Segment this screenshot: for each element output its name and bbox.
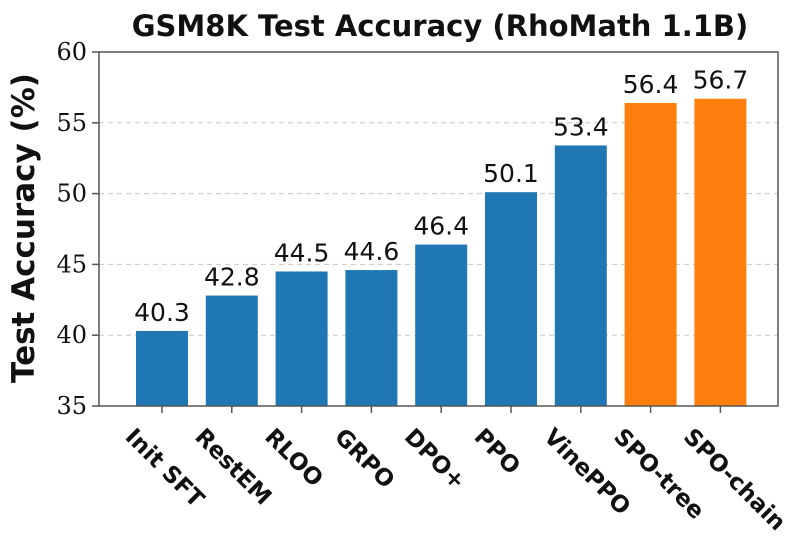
- bar: [415, 244, 468, 406]
- y-axis-label: Test Accuracy (%): [6, 73, 42, 383]
- bar: [554, 145, 607, 406]
- value-labels: 40.3 42.8 44.5 44.6 46.4 50.1 53.4 56.4 56.7: [134, 66, 748, 327]
- y-tick-label: 45: [56, 250, 87, 278]
- bar-value-label: 40.3: [134, 298, 190, 327]
- bar-value-label: 50.1: [483, 159, 539, 188]
- bar-value-label: 53.4: [553, 112, 609, 141]
- y-tick-label: 60: [56, 38, 87, 66]
- plot-frame: [98, 51, 779, 407]
- y-axis-ticks: 35 40 45 50 55 60: [56, 38, 99, 420]
- bar: [275, 271, 328, 406]
- bar-value-label: 56.4: [623, 70, 679, 99]
- chart-title: GSM8K Test Accuracy (RhoMath 1.1B): [132, 9, 749, 43]
- bar-value-label: 44.5: [274, 238, 330, 267]
- bar: [624, 102, 677, 406]
- bar-value-label: 56.7: [693, 66, 749, 95]
- x-tick-label: PPO: [469, 424, 525, 480]
- bars: [136, 98, 747, 406]
- bar: [485, 192, 537, 406]
- bar: [205, 295, 258, 406]
- bar: [345, 270, 398, 406]
- bar-value-label: 46.4: [413, 212, 469, 241]
- bar-value-label: 44.6: [344, 237, 400, 266]
- bar: [694, 98, 747, 406]
- y-tick-label: 55: [56, 109, 87, 137]
- bar-value-label: 42.8: [204, 263, 260, 292]
- x-tick-label: GRPO: [329, 424, 399, 494]
- y-tick-label: 35: [56, 392, 87, 420]
- y-tick-label: 50: [56, 180, 87, 208]
- bar: [136, 330, 188, 406]
- y-tick-label: 40: [56, 321, 87, 349]
- x-tick-label: RLOO: [259, 424, 327, 492]
- x-tick-label: DPO+: [399, 424, 470, 495]
